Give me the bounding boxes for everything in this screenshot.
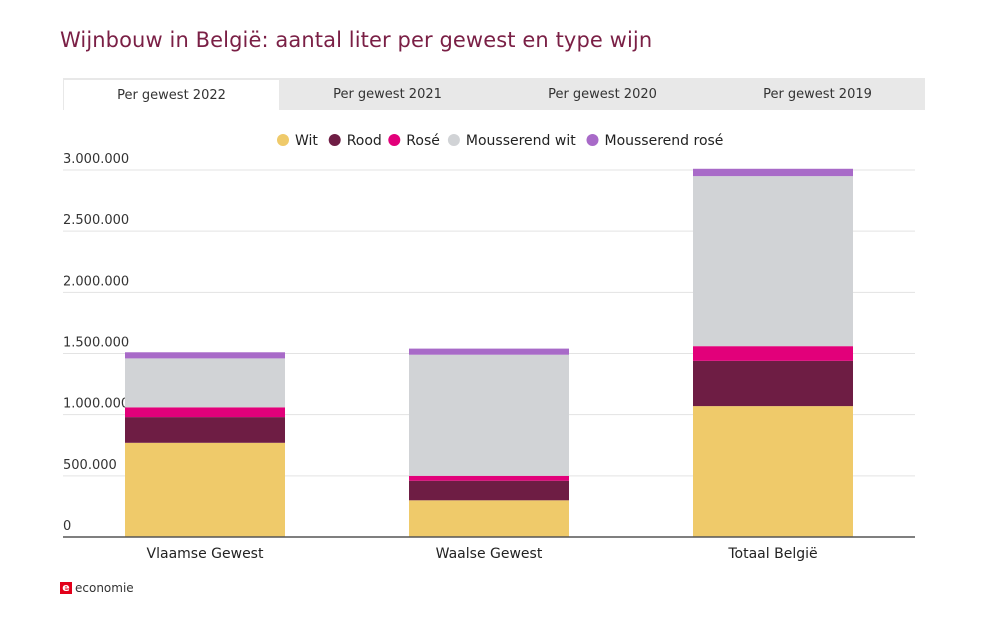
y-tick-label: 2.000.000 bbox=[63, 274, 129, 289]
bar-segment bbox=[125, 417, 285, 443]
y-tick-label: 1.000.000 bbox=[63, 397, 129, 412]
x-tick-label: Waalse Gewest bbox=[436, 546, 543, 562]
brand-text: economie bbox=[75, 581, 134, 595]
y-tick-label: 500.000 bbox=[63, 458, 117, 473]
legend-label: Wit bbox=[295, 133, 318, 149]
bar-segment bbox=[409, 348, 569, 355]
bar-segment bbox=[693, 360, 853, 407]
legend-label: Mousserend rosé bbox=[605, 133, 724, 149]
bar-segment bbox=[125, 352, 285, 359]
legend-marker-icon bbox=[388, 134, 401, 146]
legend-label: Mousserend wit bbox=[466, 133, 576, 149]
stacked-bar-chart: 0 500.000 1.000.000 1.500.000 2.000.000 2.500… bbox=[63, 133, 915, 562]
legend-label: Rood bbox=[347, 133, 382, 149]
brand-logo: e economie bbox=[60, 581, 134, 595]
chart-title: Wijnbouw in België: aantal liter per gew… bbox=[60, 28, 653, 52]
y-tick-label: 1.500.000 bbox=[63, 336, 129, 351]
tab-bar: Per gewest 2022 Per gewest 2021 Per gewe… bbox=[63, 78, 925, 110]
brand-mark-icon: e bbox=[60, 582, 72, 594]
bar-segment bbox=[409, 500, 569, 537]
bar-segment bbox=[125, 358, 285, 408]
y-tick-label: 3.000.000 bbox=[63, 152, 129, 167]
tab-per-gewest-2021[interactable]: Per gewest 2021 bbox=[333, 86, 442, 102]
legend-marker-icon bbox=[447, 134, 460, 146]
tab-per-gewest-2019[interactable]: Per gewest 2019 bbox=[763, 86, 872, 102]
legend-label: Rosé bbox=[406, 133, 440, 149]
bar-segment bbox=[693, 176, 853, 347]
tab-per-gewest-2022[interactable]: Per gewest 2022 bbox=[63, 78, 280, 110]
bar-segment bbox=[693, 406, 853, 537]
y-tick-label: 0 bbox=[63, 519, 71, 534]
bar-segment bbox=[125, 442, 285, 537]
y-tick-label: 2.500.000 bbox=[63, 213, 129, 228]
x-tick-label: Vlaamse Gewest bbox=[147, 546, 264, 562]
tab-per-gewest-2020[interactable]: Per gewest 2020 bbox=[548, 86, 657, 102]
bar-segment bbox=[409, 475, 569, 481]
bar-segment bbox=[409, 354, 569, 476]
x-tick-label: Totaal België bbox=[727, 546, 817, 562]
bar-segment bbox=[693, 168, 853, 177]
bar-segment bbox=[125, 407, 285, 418]
legend-marker-icon bbox=[586, 134, 599, 146]
bar-segment bbox=[409, 480, 569, 501]
legend-marker-icon bbox=[277, 134, 289, 146]
bar-segment bbox=[693, 346, 853, 361]
legend-marker-icon bbox=[328, 134, 341, 146]
